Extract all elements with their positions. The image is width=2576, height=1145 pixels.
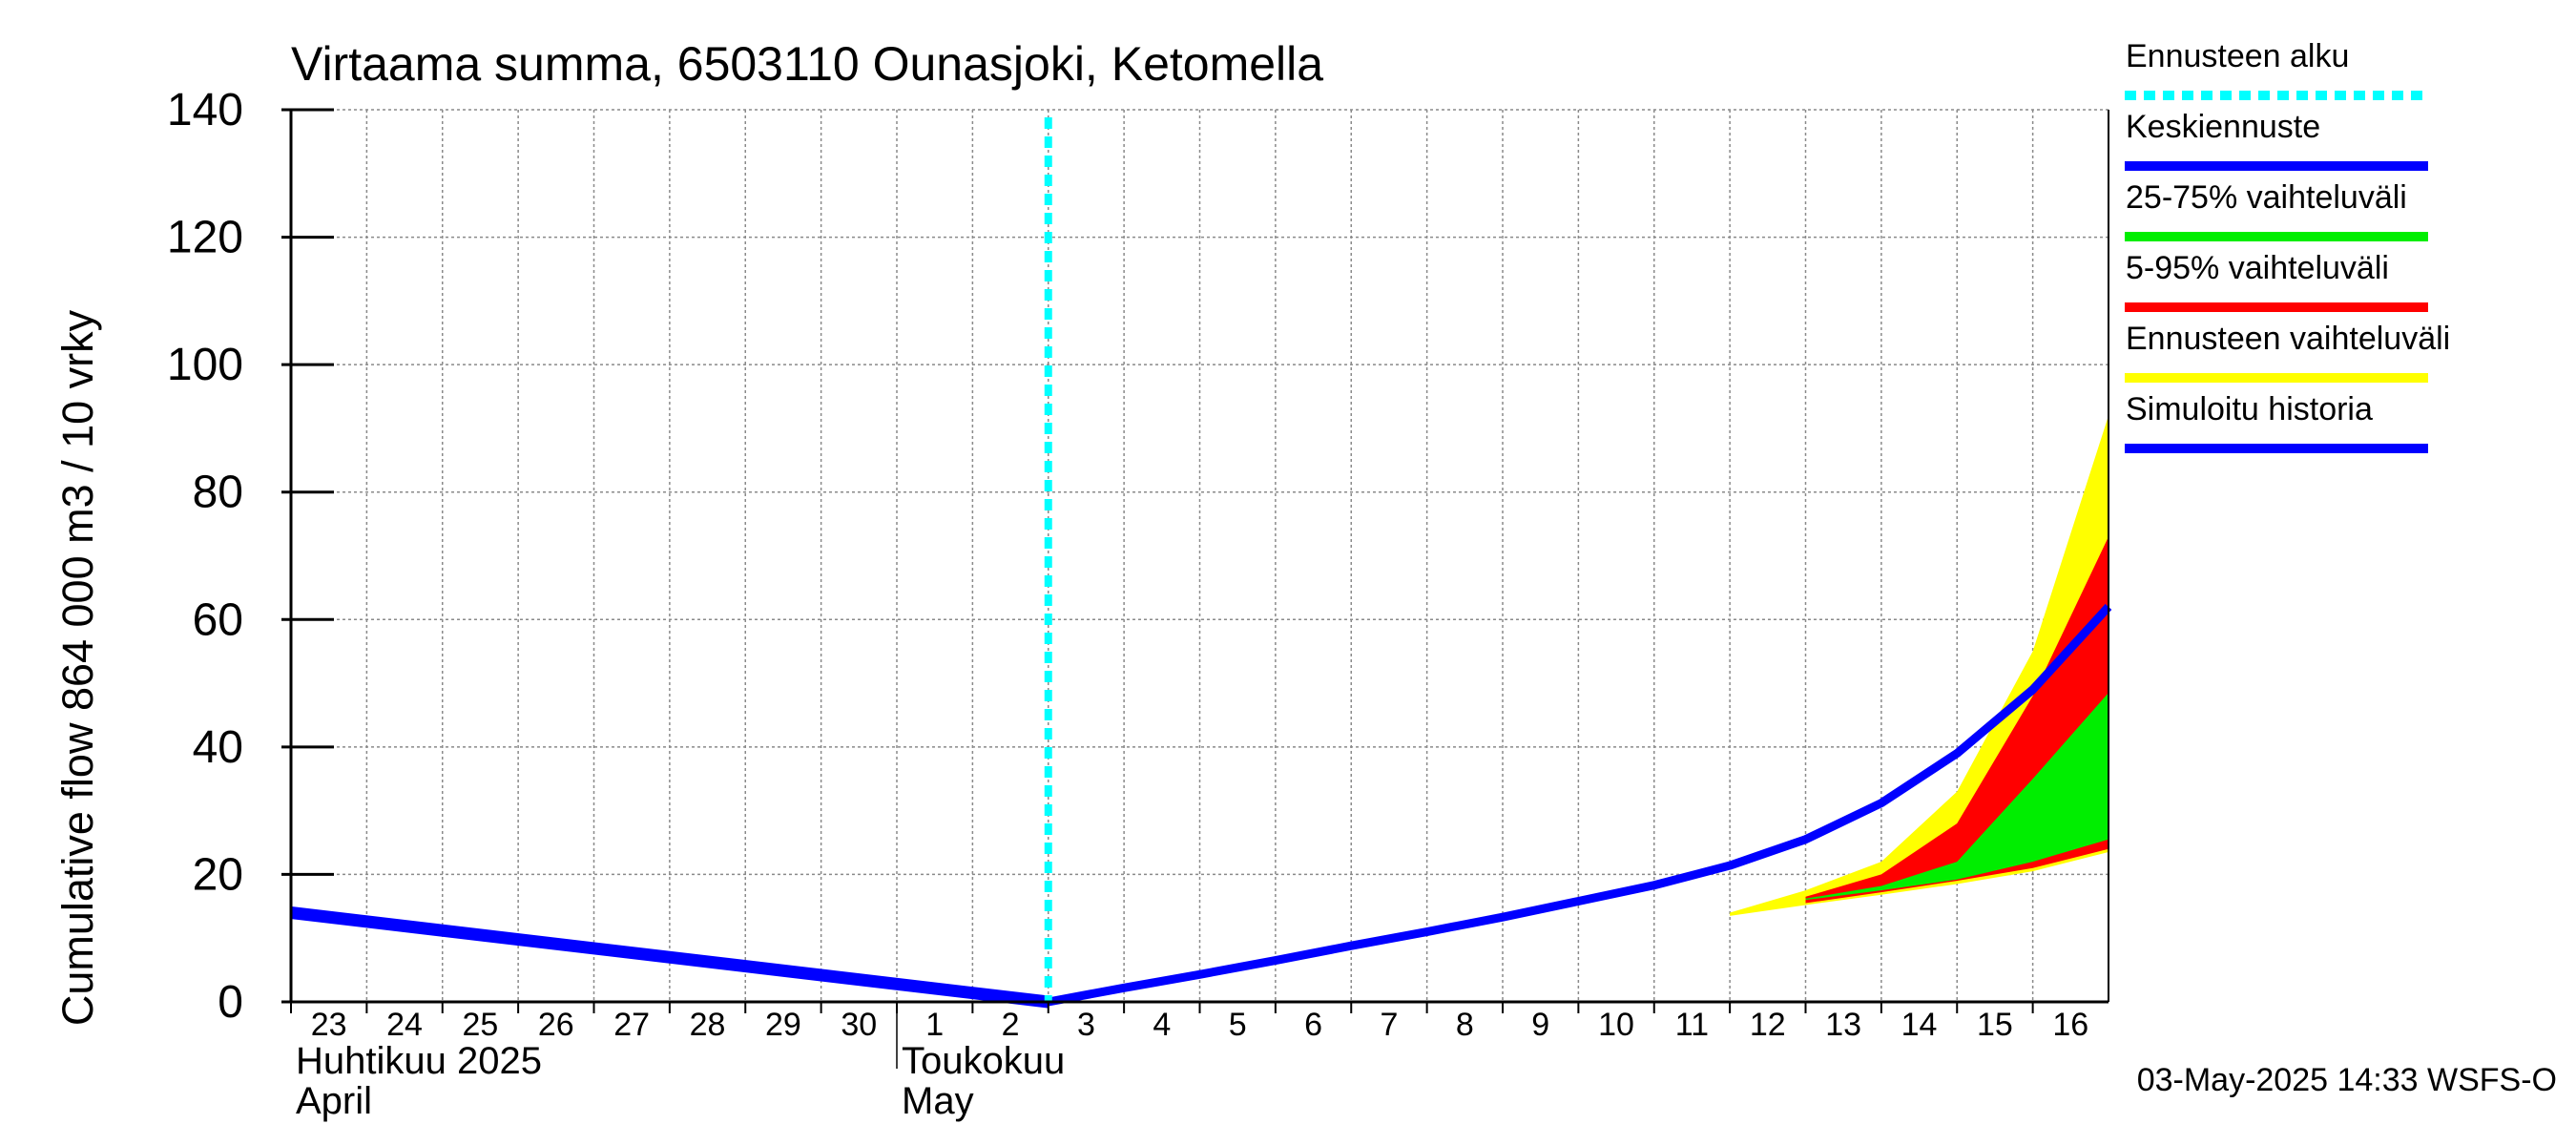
y-tick-label: 100: [167, 340, 243, 390]
x-tick-label: 11: [1675, 1007, 1709, 1043]
forecast-bands: [1730, 415, 2109, 916]
x-tick-label: 8: [1456, 1007, 1474, 1043]
x-tick-label: 28: [690, 1007, 726, 1043]
band-25-75-vaihteluv-li: [1805, 693, 2109, 901]
x-tick-label: 30: [841, 1007, 877, 1043]
month-label-en: April: [296, 1080, 372, 1122]
x-tick-label: 2: [1002, 1007, 1020, 1043]
x-tick-label: 6: [1304, 1007, 1322, 1043]
y-tick-label: 40: [193, 722, 243, 773]
legend-label: Ennusteen vaihteluväli: [2126, 321, 2450, 357]
series-lines: [290, 117, 2112, 1009]
x-tick-label: 15: [1977, 1007, 2013, 1043]
y-tick-label: 60: [193, 594, 243, 645]
x-tick-label: 13: [1825, 1007, 1861, 1043]
x-tick-label: 9: [1531, 1007, 1549, 1043]
month-label-fi: Toukokuu: [902, 1040, 1065, 1082]
legend-label: Simuloitu historia: [2126, 391, 2373, 427]
x-tick-label: 23: [311, 1007, 347, 1043]
x-tick-label: 26: [538, 1007, 574, 1043]
x-tick-label: 3: [1077, 1007, 1095, 1043]
y-tick-label: 80: [193, 468, 243, 518]
chart-title: Virtaama summa, 6503110 Ounasjoki, Ketom…: [291, 37, 1323, 91]
legend-label: Ennusteen alku: [2126, 38, 2349, 74]
x-tick-label: 29: [765, 1007, 801, 1043]
x-tick-label: 24: [386, 1007, 423, 1043]
legend-label: Keskiennuste: [2126, 109, 2320, 145]
month-label-en: May: [902, 1080, 974, 1122]
y-tick-label: 20: [193, 849, 243, 900]
legend: Ennusteen alku Keskiennuste 25-75% vaihtel…: [2125, 38, 2450, 453]
series-simuloitu-historia: [290, 906, 1049, 1009]
x-tick-label: 1: [925, 1007, 944, 1043]
x-tick-label: 10: [1598, 1007, 1634, 1043]
x-tick-label: 4: [1153, 1007, 1171, 1043]
y-tick-label: 0: [218, 977, 243, 1028]
series-keskiennuste: [1047, 603, 2112, 1007]
legend-label: 25-75% vaihteluväli: [2126, 179, 2407, 216]
x-tick-label: 12: [1750, 1007, 1786, 1043]
x-tick-label: 16: [2052, 1007, 2088, 1043]
y-tick-label: 120: [167, 213, 243, 263]
y-tick-label: 140: [167, 85, 243, 135]
x-tick-label: 27: [613, 1007, 650, 1043]
footer-timestamp: 03-May-2025 14:33 WSFS-O: [2137, 1062, 2557, 1098]
legend-label: 5-95% vaihteluväli: [2126, 250, 2389, 286]
x-tick-label: 7: [1380, 1007, 1398, 1043]
x-tick-label: 14: [1901, 1007, 1938, 1043]
x-tick-label: 25: [463, 1007, 499, 1043]
month-label-fi: Huhtikuu 2025: [296, 1040, 542, 1082]
x-tick-label: 5: [1229, 1007, 1247, 1043]
y-axis-label: Cumulative flow 864 000 m3 / 10 vrky: [53, 309, 102, 1026]
